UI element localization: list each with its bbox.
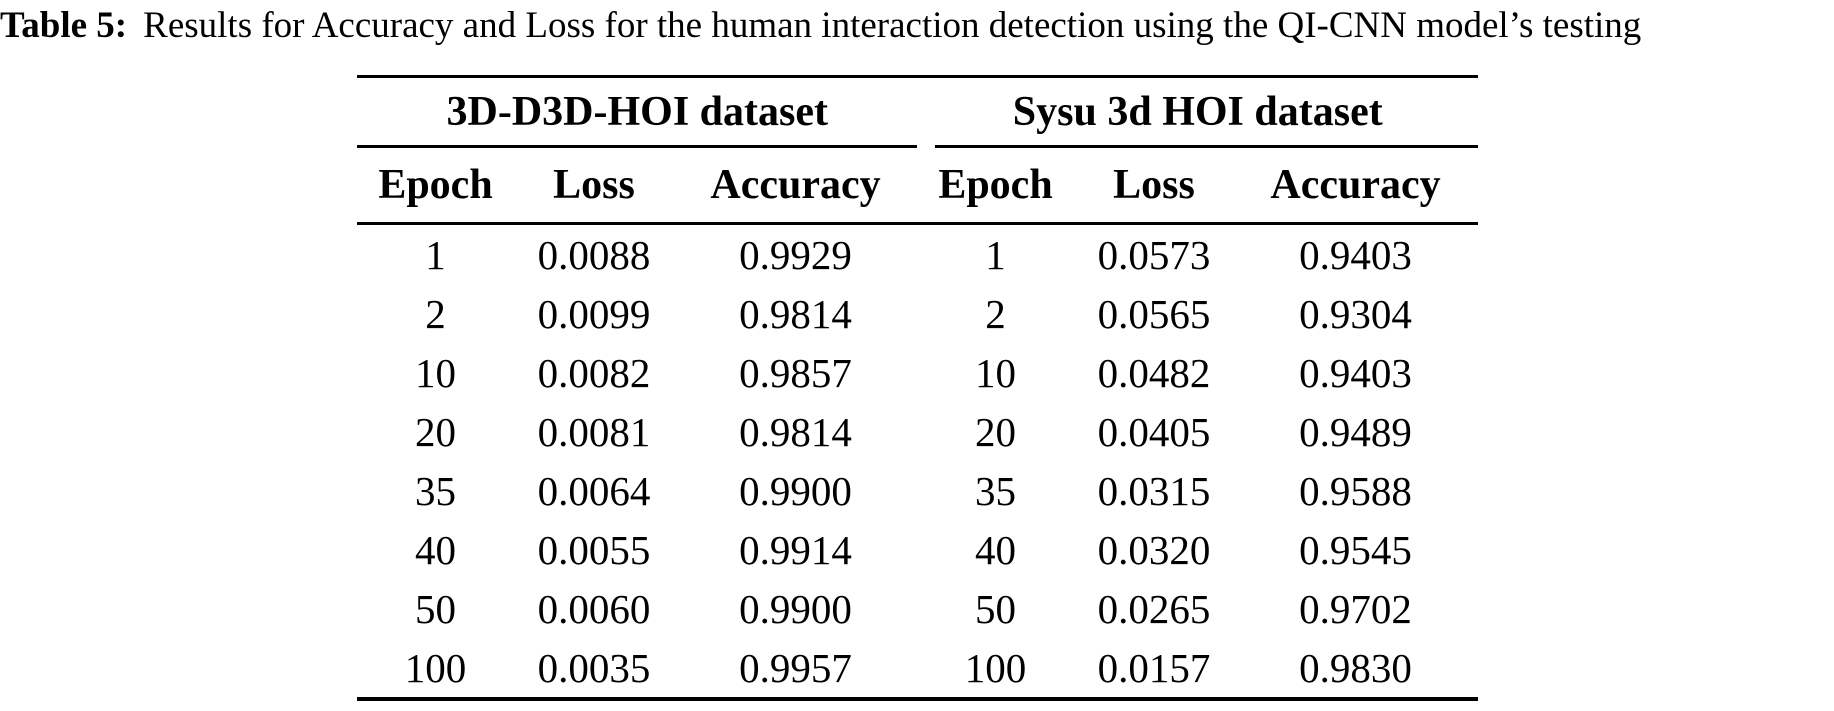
cell-loss: 0.0482 — [1097, 349, 1211, 396]
cell-accuracy: 0.9489 — [1299, 408, 1412, 455]
cell-loss: 0.0565 — [1097, 290, 1211, 337]
cell-epoch: 100 — [404, 644, 467, 691]
table-row: 50 0.0060 0.9900 50 0.0265 0.9702 — [357, 579, 1478, 638]
col-header-epoch-right: Epoch — [938, 162, 1053, 208]
cell-loss: 0.0573 — [1097, 231, 1211, 278]
cell-loss: 0.0055 — [537, 526, 651, 573]
cell-accuracy: 0.9814 — [739, 408, 852, 455]
cell-accuracy: 0.9588 — [1299, 467, 1412, 514]
col-header-accuracy-left: Accuracy — [710, 162, 881, 208]
table-row: 20 0.0081 0.9814 20 0.0405 0.9489 — [357, 402, 1478, 461]
cell-loss: 0.0099 — [537, 290, 651, 337]
rule-group-right — [935, 145, 1478, 148]
col-header-accuracy-right: Accuracy — [1270, 162, 1441, 208]
cell-accuracy: 0.9702 — [1299, 585, 1412, 632]
cell-epoch: 10 — [975, 349, 1016, 396]
cell-epoch: 35 — [975, 467, 1016, 514]
cell-epoch: 35 — [415, 467, 456, 514]
cell-loss: 0.0060 — [537, 585, 651, 632]
table-caption: Table 5: Results for Accuracy and Loss fo… — [0, 2, 1834, 50]
cell-loss: 0.0082 — [537, 349, 651, 396]
table-caption-text: Results for Accuracy and Loss for the hu… — [143, 5, 1642, 46]
cell-loss: 0.0035 — [537, 644, 651, 691]
rule-bottom — [357, 697, 1478, 701]
col-header-epoch-left: Epoch — [378, 162, 493, 208]
group-header-sysu-3d-hoi: Sysu 3d HOI dataset — [1012, 88, 1383, 135]
cell-loss: 0.0315 — [1097, 467, 1211, 514]
cell-loss: 0.0064 — [537, 467, 651, 514]
cell-epoch: 50 — [975, 585, 1016, 632]
cell-loss: 0.0265 — [1097, 585, 1211, 632]
cell-accuracy: 0.9403 — [1299, 231, 1412, 278]
cell-epoch: 20 — [415, 408, 456, 455]
cell-epoch: 20 — [975, 408, 1016, 455]
cell-epoch: 2 — [425, 290, 446, 337]
col-header-loss-left: Loss — [553, 162, 635, 208]
cell-accuracy: 0.9545 — [1299, 526, 1412, 573]
cell-epoch: 40 — [975, 526, 1016, 573]
cell-epoch: 10 — [415, 349, 456, 396]
table-row: 100 0.0035 0.9957 100 0.0157 0.9830 — [357, 638, 1478, 697]
table-body: 1 0.0088 0.9929 1 0.0573 0.9403 2 0.0099… — [357, 225, 1478, 697]
group-underline-row — [357, 145, 1478, 148]
cell-loss: 0.0081 — [537, 408, 651, 455]
table-row: 35 0.0064 0.9900 35 0.0315 0.9588 — [357, 461, 1478, 520]
cell-accuracy: 0.9957 — [739, 644, 852, 691]
cell-loss: 0.0320 — [1097, 526, 1211, 573]
cell-epoch: 100 — [964, 644, 1027, 691]
cell-epoch: 1 — [425, 231, 446, 278]
cell-accuracy: 0.9814 — [739, 290, 852, 337]
rule-header-bottom — [357, 222, 1478, 225]
rule-group-left — [357, 145, 917, 148]
rule-top — [357, 75, 1478, 78]
table-row: 10 0.0082 0.9857 10 0.0482 0.9403 — [357, 343, 1478, 402]
cell-epoch: 40 — [415, 526, 456, 573]
cell-accuracy: 0.9914 — [739, 526, 852, 573]
cell-epoch: 1 — [985, 231, 1006, 278]
table-row: 1 0.0088 0.9929 1 0.0573 0.9403 — [357, 225, 1478, 284]
cell-epoch: 50 — [415, 585, 456, 632]
cell-loss: 0.0088 — [537, 231, 651, 278]
group-header-3d-d3d-hoi: 3D-D3D-HOI dataset — [446, 88, 828, 135]
cell-accuracy: 0.9900 — [739, 585, 852, 632]
cell-accuracy: 0.9304 — [1299, 290, 1412, 337]
col-header-loss-right: Loss — [1113, 162, 1195, 208]
cell-accuracy: 0.9830 — [1299, 644, 1412, 691]
table-row: 40 0.0055 0.9914 40 0.0320 0.9545 — [357, 520, 1478, 579]
results-table: 3D-D3D-HOI dataset Sysu 3d HOI dataset E… — [357, 75, 1478, 701]
cell-loss: 0.0157 — [1097, 644, 1211, 691]
cell-loss: 0.0405 — [1097, 408, 1211, 455]
cell-accuracy: 0.9403 — [1299, 349, 1412, 396]
cell-accuracy: 0.9929 — [739, 231, 852, 278]
column-header-row: Epoch Loss Accuracy Epoch Loss Accuracy — [357, 148, 1478, 222]
cell-epoch: 2 — [985, 290, 1006, 337]
group-header-row: 3D-D3D-HOI dataset Sysu 3d HOI dataset — [357, 78, 1478, 145]
cell-accuracy: 0.9900 — [739, 467, 852, 514]
table-row: 2 0.0099 0.9814 2 0.0565 0.9304 — [357, 284, 1478, 343]
cell-accuracy: 0.9857 — [739, 349, 852, 396]
table-caption-label: Table 5: — [0, 5, 128, 46]
